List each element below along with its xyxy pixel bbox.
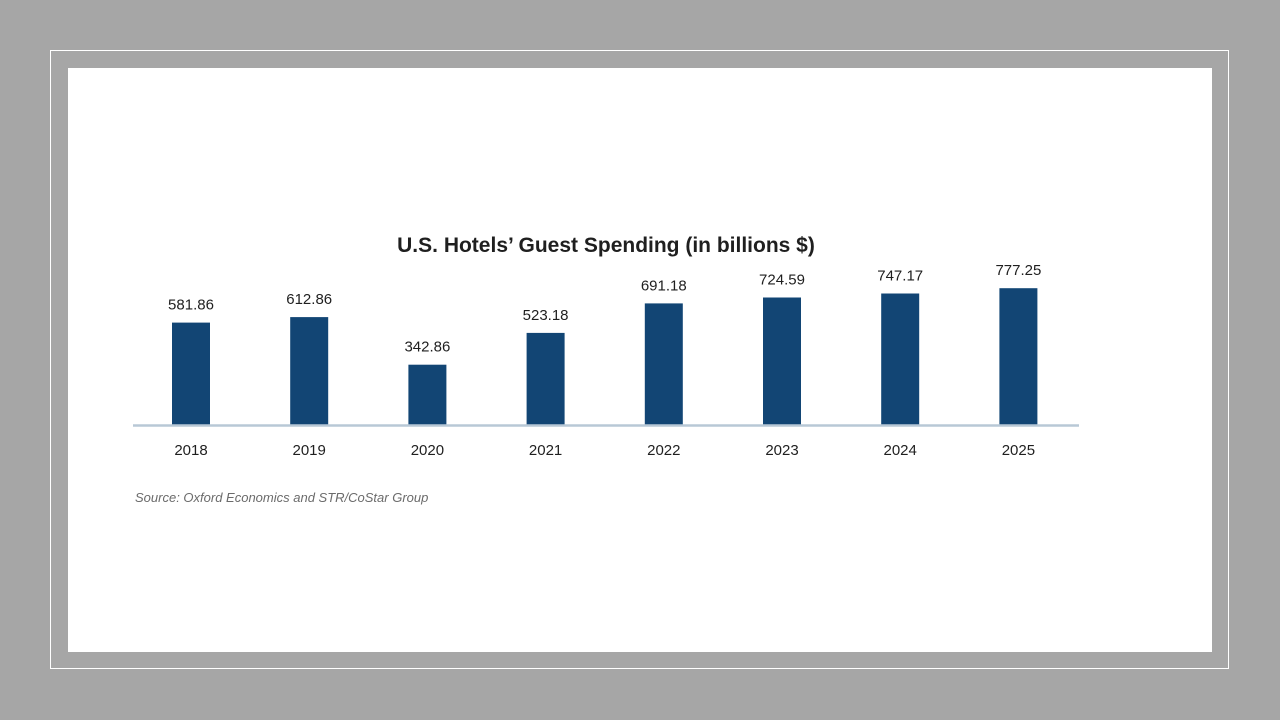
bar-2024 xyxy=(881,293,920,425)
category-label-2025: 2025 xyxy=(1002,442,1035,459)
bar-2020 xyxy=(408,364,447,425)
category-label-2019: 2019 xyxy=(293,442,326,459)
value-label-2020: 342.86 xyxy=(404,339,450,356)
value-label-2022: 691.18 xyxy=(641,277,687,294)
category-label-2020: 2020 xyxy=(411,442,444,459)
category-label-2024: 2024 xyxy=(884,442,917,459)
bar-2023 xyxy=(763,297,801,425)
category-label-2023: 2023 xyxy=(765,442,798,459)
category-label-2021: 2021 xyxy=(529,442,562,459)
bar-2018 xyxy=(172,322,210,425)
category-labels-group: 2018 2019 2020 2021 2022 2023 2024 2025 xyxy=(174,442,1035,459)
value-label-2021: 523.18 xyxy=(523,307,569,324)
value-label-2025: 777.25 xyxy=(995,262,1041,279)
value-label-2023: 724.59 xyxy=(759,272,805,289)
value-labels-group: 581.86 612.86 342.86 523.18 691.18 724.59 747.… xyxy=(168,262,1041,356)
bar-2022 xyxy=(644,303,683,425)
outer-frame xyxy=(50,50,1229,669)
source-note: Source: Oxford Economics and STR/CoStar … xyxy=(135,490,428,505)
value-label-2018: 581.86 xyxy=(168,297,214,314)
bar-2025 xyxy=(999,288,1038,425)
bar-2021 xyxy=(526,332,565,425)
value-label-2024: 747.17 xyxy=(877,268,923,285)
bars-group xyxy=(172,288,1038,425)
category-label-2018: 2018 xyxy=(174,442,207,459)
value-label-2019: 612.86 xyxy=(286,291,332,308)
chart-card xyxy=(68,68,1212,652)
category-label-2022: 2022 xyxy=(647,442,680,459)
chart-title: U.S. Hotels’ Guest Spending (in billions… xyxy=(397,234,815,257)
bar-2019 xyxy=(290,317,329,425)
